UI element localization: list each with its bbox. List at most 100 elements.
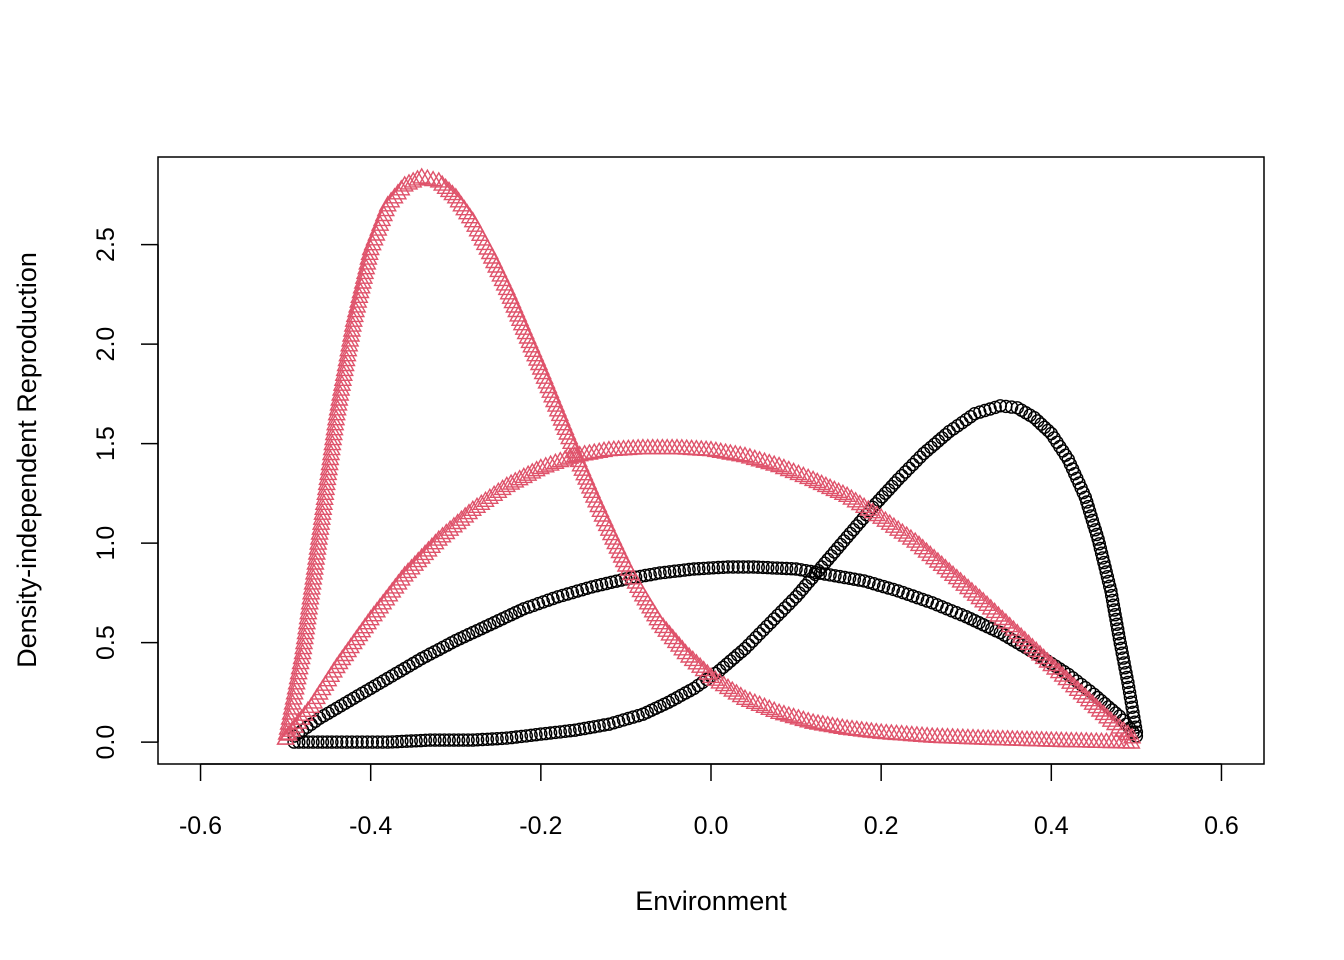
triangle-point <box>403 171 423 188</box>
circle-point <box>592 719 606 733</box>
triangle-point <box>731 686 751 703</box>
circle-point <box>736 560 750 574</box>
triangle-point <box>683 649 703 667</box>
triangle-point <box>901 528 921 545</box>
circle-point <box>756 560 770 575</box>
triangle-point <box>1053 665 1072 682</box>
triangle-point <box>698 663 717 680</box>
x-tick-label: 0.0 <box>694 812 729 840</box>
triangle-point <box>813 714 833 731</box>
circle-point <box>558 724 572 738</box>
triangle-point <box>292 648 311 665</box>
circle-point <box>519 729 533 743</box>
circle-point <box>924 440 938 454</box>
triangle-point <box>833 483 853 500</box>
circle-point <box>1123 690 1138 704</box>
triangle-point <box>594 440 614 458</box>
circle-point <box>1127 710 1141 724</box>
triangle-point <box>1045 658 1065 675</box>
triangle-point <box>1034 647 1053 665</box>
triangle-point <box>279 713 298 730</box>
triangle-point <box>897 525 916 542</box>
circle-point <box>375 735 390 749</box>
triangle-point <box>921 544 940 562</box>
triangle-point <box>947 568 967 585</box>
triangle-point <box>769 456 789 473</box>
triangle-point <box>989 605 1008 622</box>
triangle-point <box>1110 717 1129 734</box>
triangle-point <box>309 528 329 545</box>
triangle-point <box>1090 700 1110 717</box>
triangle-point <box>1097 707 1117 724</box>
triangle-point <box>330 384 350 401</box>
triangle-point <box>510 469 529 486</box>
data-points <box>276 167 1144 749</box>
triangle-point <box>307 543 327 560</box>
circle-point <box>1095 551 1110 565</box>
circle-point <box>597 718 611 732</box>
triangle-point <box>346 301 366 318</box>
triangle-point <box>343 315 363 332</box>
circle-point <box>1121 680 1136 695</box>
triangle-point <box>779 705 799 722</box>
circle-point <box>451 733 466 747</box>
circle-point <box>480 732 495 746</box>
triangle-point <box>726 444 745 461</box>
triangle-point <box>353 272 373 289</box>
circle-point <box>485 732 499 746</box>
y-tick-label: 2.0 <box>92 327 120 362</box>
triangle-point <box>846 491 865 508</box>
series-3 <box>276 438 1142 745</box>
circle-point <box>1120 670 1134 685</box>
triangle-point <box>321 449 340 466</box>
triangle-point <box>283 693 302 710</box>
triangle-point <box>344 310 363 327</box>
circle-point <box>1119 666 1133 680</box>
triangle-point <box>876 510 895 527</box>
triangle-point <box>1008 623 1027 640</box>
circle-point <box>1093 541 1108 556</box>
triangle-point <box>750 694 769 711</box>
y-tick-label: 1.5 <box>92 426 120 461</box>
circle-point <box>840 530 854 544</box>
triangle-point <box>764 700 784 717</box>
triangle-point <box>328 399 347 416</box>
circle-point <box>875 490 889 504</box>
triangle-point <box>523 462 542 479</box>
triangle-point <box>320 454 339 471</box>
triangle-point <box>364 605 384 622</box>
triangle-point <box>755 451 774 468</box>
circle-point <box>638 568 653 583</box>
circle-point <box>842 571 857 585</box>
circle-point <box>1104 584 1118 598</box>
circle-point <box>500 731 514 745</box>
triangle-point <box>750 450 769 467</box>
circle-point <box>828 569 842 583</box>
triangle-point <box>679 646 699 663</box>
triangle-point <box>710 672 729 689</box>
circle-point <box>509 730 524 744</box>
triangle-point <box>289 712 308 729</box>
circle-point <box>761 560 775 575</box>
circle-point <box>902 461 916 475</box>
circle-point <box>1098 560 1112 574</box>
triangle-point <box>936 558 955 575</box>
triangle-point <box>326 409 346 426</box>
triangle-point <box>727 683 746 700</box>
triangle-point <box>303 573 322 590</box>
circle-point <box>340 735 354 749</box>
circle-point <box>983 402 997 416</box>
circle-point <box>920 443 934 458</box>
triangle-point <box>294 633 314 650</box>
triangle-point <box>928 551 948 568</box>
triangle-point <box>917 541 936 558</box>
triangle-point <box>794 709 813 727</box>
triangle-point <box>333 369 353 386</box>
triangle-point <box>867 505 887 522</box>
circle-point <box>794 563 808 577</box>
triangle-point <box>302 578 322 595</box>
triangle-point <box>310 523 329 540</box>
circle-point <box>823 568 837 582</box>
circle-point <box>824 549 838 563</box>
circle-point <box>1101 574 1116 589</box>
